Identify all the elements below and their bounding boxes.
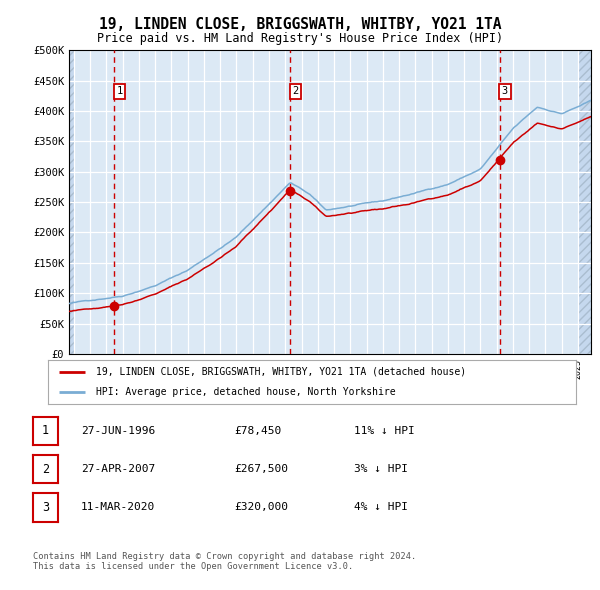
Bar	[69, 50, 74, 354]
Text: 2: 2	[292, 86, 299, 96]
Text: Contains HM Land Registry data © Crown copyright and database right 2024.
This d: Contains HM Land Registry data © Crown c…	[33, 552, 416, 571]
Text: 11-MAR-2020: 11-MAR-2020	[81, 503, 155, 512]
Text: 1: 1	[116, 86, 122, 96]
Text: 11% ↓ HPI: 11% ↓ HPI	[354, 426, 415, 435]
Text: £78,450: £78,450	[234, 426, 281, 435]
Text: 27-JUN-1996: 27-JUN-1996	[81, 426, 155, 435]
Text: 4% ↓ HPI: 4% ↓ HPI	[354, 503, 408, 512]
Text: 2: 2	[42, 463, 49, 476]
Bar	[578, 50, 591, 354]
Text: Price paid vs. HM Land Registry's House Price Index (HPI): Price paid vs. HM Land Registry's House …	[97, 32, 503, 45]
Text: £267,500: £267,500	[234, 464, 288, 474]
Text: 27-APR-2007: 27-APR-2007	[81, 464, 155, 474]
Text: 3: 3	[42, 501, 49, 514]
Text: 3: 3	[502, 86, 508, 96]
Text: HPI: Average price, detached house, North Yorkshire: HPI: Average price, detached house, Nort…	[95, 387, 395, 397]
Text: £320,000: £320,000	[234, 503, 288, 512]
Text: 19, LINDEN CLOSE, BRIGGSWATH, WHITBY, YO21 1TA (detached house): 19, LINDEN CLOSE, BRIGGSWATH, WHITBY, YO…	[95, 367, 466, 377]
Text: 1: 1	[42, 424, 49, 437]
Text: 3% ↓ HPI: 3% ↓ HPI	[354, 464, 408, 474]
Text: 19, LINDEN CLOSE, BRIGGSWATH, WHITBY, YO21 1TA: 19, LINDEN CLOSE, BRIGGSWATH, WHITBY, YO…	[99, 17, 501, 32]
